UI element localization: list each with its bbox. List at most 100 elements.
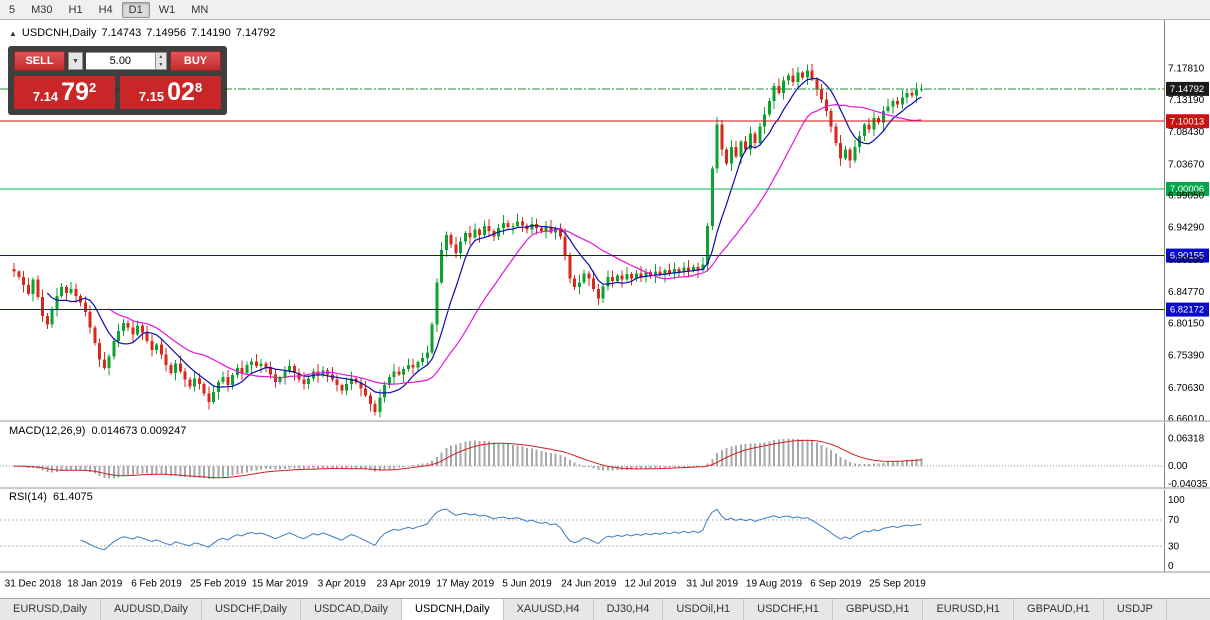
chart-tab-dj30-h4[interactable]: DJ30,H4 bbox=[594, 599, 664, 620]
chart-tab-eurusd-h1[interactable]: EURUSD,H1 bbox=[923, 599, 1015, 620]
candle-body bbox=[440, 249, 443, 283]
candle-body bbox=[763, 114, 766, 127]
date-label: 31 Dec 2018 bbox=[5, 579, 62, 590]
chart-tab-eurusd-daily[interactable]: EURUSD,Daily bbox=[0, 599, 101, 620]
candle-body bbox=[188, 379, 192, 387]
macd-histogram-bar bbox=[663, 466, 666, 468]
macd-histogram-bar bbox=[568, 459, 571, 466]
chart-tab-usdcad-daily[interactable]: USDCAD,Daily bbox=[301, 599, 403, 620]
rsi-axis-label: 70 bbox=[1168, 515, 1180, 526]
date-label: 25 Feb 2019 bbox=[190, 579, 247, 590]
candle-body bbox=[292, 366, 296, 373]
timeframe-button-m30[interactable]: M30 bbox=[31, 3, 53, 16]
candle-body bbox=[748, 133, 752, 150]
chart-tab-usdoil-h1[interactable]: USDOil,H1 bbox=[663, 599, 745, 620]
candle-body bbox=[169, 364, 173, 373]
macd-histogram-bar bbox=[283, 466, 286, 470]
sell-button[interactable]: SELL bbox=[14, 51, 65, 71]
candle-body bbox=[558, 228, 562, 237]
date-label: 15 Mar 2019 bbox=[252, 579, 309, 590]
candle-body bbox=[520, 221, 524, 226]
candle-body bbox=[677, 268, 681, 273]
chart-tab-xauusd-h4[interactable]: XAUUSD,H4 bbox=[504, 599, 594, 620]
chart-tab-usdcnh-daily[interactable]: USDCNH,Daily bbox=[402, 599, 504, 620]
macd-histogram-bar bbox=[758, 443, 761, 466]
candle-body bbox=[900, 97, 904, 105]
volume-input[interactable] bbox=[86, 52, 156, 70]
macd-histogram-bar bbox=[896, 460, 899, 466]
candle-body bbox=[725, 149, 728, 164]
buy-price-box[interactable]: 7.15 02 8 bbox=[120, 76, 221, 109]
macd-histogram-bar bbox=[250, 466, 253, 472]
candle-body bbox=[886, 106, 890, 112]
macd-histogram-bar bbox=[383, 466, 386, 471]
candle-body bbox=[55, 295, 59, 310]
candle-body bbox=[672, 268, 676, 274]
candle-body bbox=[611, 276, 614, 281]
chart-tab-gbpaud-h1[interactable]: GBPAUD,H1 bbox=[1014, 599, 1104, 620]
macd-histogram-bar bbox=[796, 438, 799, 466]
macd-histogram-bar bbox=[540, 450, 543, 466]
candle-body bbox=[98, 343, 101, 360]
macd-axis-label: -0.04035 bbox=[1168, 479, 1208, 490]
candle-body bbox=[758, 126, 762, 143]
macd-histogram-bar bbox=[578, 464, 581, 466]
timeframe-button-mn[interactable]: MN bbox=[191, 3, 209, 16]
candle-body bbox=[701, 264, 705, 271]
candle-body bbox=[706, 226, 709, 265]
chart-tab-usdjp[interactable]: USDJP bbox=[1104, 599, 1167, 620]
buy-price-pipette: 8 bbox=[194, 80, 203, 95]
price-badge-label: 7.14792 bbox=[1170, 84, 1204, 95]
date-label: 24 Jun 2019 bbox=[561, 579, 616, 590]
macd-histogram-bar bbox=[630, 466, 633, 470]
chart-tab-usdchf-h1[interactable]: USDCHF,H1 bbox=[744, 599, 833, 620]
timeframe-button-w1[interactable]: W1 bbox=[158, 3, 176, 16]
macd-histogram-bar bbox=[554, 453, 557, 466]
candle-body bbox=[644, 272, 648, 277]
macd-histogram-bar bbox=[397, 466, 400, 468]
candle-body bbox=[715, 124, 719, 169]
candle-body bbox=[620, 275, 624, 280]
spinner-up-icon[interactable]: ▲ bbox=[155, 53, 166, 61]
candle-body bbox=[829, 111, 833, 127]
price-badge bbox=[1166, 248, 1209, 263]
sell-price-box[interactable]: 7.14 79 2 bbox=[14, 76, 115, 109]
candle-body bbox=[691, 266, 695, 271]
macd-histogram-bar bbox=[473, 440, 476, 466]
candle-body bbox=[364, 388, 367, 396]
candle-body bbox=[625, 274, 629, 280]
macd-histogram-bar bbox=[108, 466, 110, 479]
one-click-panel-toggle-icon[interactable]: ▲ bbox=[9, 28, 17, 38]
macd-histogram-bar bbox=[872, 463, 875, 466]
spinner-down-icon[interactable]: ▼ bbox=[155, 61, 166, 69]
rsi-indicator-header: RSI(14) 61.4075 bbox=[9, 491, 93, 503]
price-badge-label: 6.90155 bbox=[1170, 251, 1204, 262]
price-badge bbox=[1166, 302, 1209, 317]
chart-tab-audusd-daily[interactable]: AUDUSD,Daily bbox=[101, 599, 202, 620]
timeframe-button-5[interactable]: 5 bbox=[9, 3, 16, 16]
macd-histogram-bar bbox=[644, 466, 647, 469]
timeframe-button-d1[interactable]: D1 bbox=[121, 1, 150, 18]
candle-body bbox=[88, 312, 92, 328]
price-axis-label: 7.08430 bbox=[1168, 127, 1205, 138]
timeframe-button-h1[interactable]: H1 bbox=[68, 3, 83, 16]
macd-histogram-bar bbox=[863, 463, 866, 466]
candle-body bbox=[64, 287, 68, 294]
chart-tab-gbpusd-h1[interactable]: GBPUSD,H1 bbox=[833, 599, 924, 620]
volume-dropdown-button[interactable]: ▼ bbox=[68, 52, 83, 70]
candle-body bbox=[302, 379, 306, 384]
buy-button[interactable]: BUY bbox=[170, 51, 221, 71]
macd-axis-label: 0.00 bbox=[1168, 461, 1188, 472]
macd-histogram-bar bbox=[535, 449, 538, 466]
date-label: 12 Jul 2019 bbox=[625, 579, 677, 590]
macd-histogram-bar bbox=[279, 466, 281, 470]
buy-price-bigfigure: 7.15 bbox=[138, 88, 165, 104]
timeframe-button-h4[interactable]: H4 bbox=[98, 3, 113, 16]
macd-histogram-bar bbox=[393, 466, 395, 469]
macd-histogram-bar bbox=[103, 466, 106, 478]
macd-histogram-bar bbox=[853, 463, 856, 466]
candle-body bbox=[501, 222, 505, 229]
chart-tab-usdchf-daily[interactable]: USDCHF,Daily bbox=[202, 599, 302, 620]
macd-histogram-bar bbox=[649, 466, 652, 469]
